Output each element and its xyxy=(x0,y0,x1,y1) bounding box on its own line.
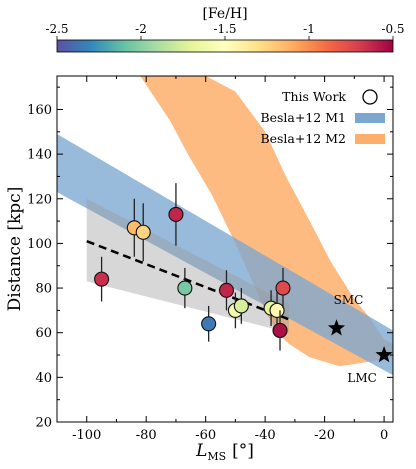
colorbar-tick-label: -1.5 xyxy=(213,22,236,36)
point-marker xyxy=(201,316,217,332)
point-marker xyxy=(233,298,249,314)
data-point xyxy=(275,267,291,309)
y-tick-label: 20 xyxy=(35,416,52,431)
x-tick-label: -60 xyxy=(195,428,216,443)
legend-label: This Work xyxy=(282,89,346,104)
data-point xyxy=(218,270,235,311)
colorbar-tick-label: -0.5 xyxy=(381,22,404,36)
smc-label: SMC xyxy=(334,293,364,307)
colorbar-ticks: -2.5 -2 -1.5 -1 -0.5 xyxy=(45,22,405,40)
colorbar xyxy=(56,39,394,53)
data-point xyxy=(94,256,110,302)
legend-swatch xyxy=(355,134,385,144)
legend-label: Besla+12 M2 xyxy=(260,131,346,146)
fit-line xyxy=(86,240,290,321)
plot-frame xyxy=(56,75,394,423)
y-tick-label: 80 xyxy=(35,282,52,297)
point-marker xyxy=(218,282,235,298)
x-tick-label: -20 xyxy=(314,428,335,443)
y-tick-label: 160 xyxy=(27,103,52,118)
data-points xyxy=(94,183,291,351)
point-marker xyxy=(269,302,285,318)
model-bands xyxy=(57,76,393,376)
point-marker xyxy=(94,271,110,287)
y-tick-label: 60 xyxy=(35,326,52,341)
colorbar-tick-label: -1 xyxy=(303,22,315,36)
data-point xyxy=(272,310,288,351)
data-point xyxy=(135,203,151,262)
x-axis-label-sub: MS xyxy=(207,450,226,463)
x-axis-label-main: L xyxy=(195,441,207,461)
colorbar-label: [Fe/H] xyxy=(202,6,247,22)
lmc-star-icon xyxy=(375,346,393,363)
point-marker xyxy=(272,322,288,339)
axes: -100 -80 -60 -40 -20 0 20 40 60 80 100 120 140 160 xyxy=(27,76,393,443)
colorbar-tick-label: -2.5 xyxy=(45,22,68,36)
legend-label: Besla+12 M1 xyxy=(260,110,346,125)
data-point xyxy=(201,305,217,342)
data-point xyxy=(177,267,193,309)
smc-star-icon xyxy=(327,319,346,336)
x-tick-label: -80 xyxy=(136,428,157,443)
point-marker xyxy=(177,280,193,296)
legend: This Work Besla+12 M1 Besla+12 M2 xyxy=(260,89,385,146)
y-axis-label: Distance [kpc] xyxy=(5,187,25,312)
point-marker xyxy=(135,224,151,240)
point-marker xyxy=(168,206,184,222)
besla12-m1-band xyxy=(57,134,393,376)
data-point xyxy=(233,288,249,324)
point-marker xyxy=(275,280,291,296)
colorbar-tick-label: -2 xyxy=(135,22,147,36)
data-point xyxy=(168,183,184,246)
x-tick-label: -100 xyxy=(72,428,101,443)
y-tick-label: 140 xyxy=(27,148,52,163)
legend-swatch xyxy=(355,113,385,123)
y-tick-label: 100 xyxy=(27,237,52,252)
x-tick-label: 0 xyxy=(380,428,388,443)
x-tick-label: -40 xyxy=(255,428,276,443)
y-tick-label: 120 xyxy=(27,192,52,207)
annotations: SMC LMC xyxy=(327,293,393,385)
lmc-label: LMC xyxy=(347,371,376,385)
x-axis-label: LMS [°] xyxy=(195,441,254,463)
legend-marker xyxy=(362,89,378,105)
y-tick-label: 40 xyxy=(35,371,52,386)
x-axis-label-unit: [°] xyxy=(232,441,254,461)
